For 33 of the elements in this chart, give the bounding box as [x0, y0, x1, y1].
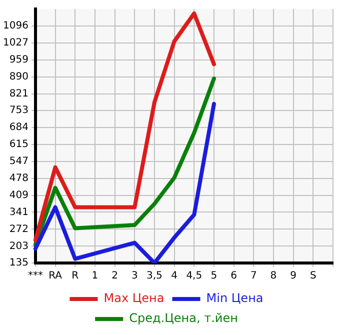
y-tick-label: 821: [9, 88, 28, 100]
x-tick-label: ***: [28, 270, 43, 282]
y-tick-label: 1096: [2, 20, 28, 32]
y-tick-label: 409: [9, 190, 28, 202]
y-tick-label: 753: [9, 105, 28, 116]
y-tick-label: 341: [9, 206, 28, 218]
legend-label: Сред.Цена, т.йен: [129, 311, 238, 326]
y-tick-label: 203: [9, 240, 28, 252]
x-tick-label: 7: [250, 270, 257, 282]
x-tick-label: 1: [92, 270, 98, 282]
y-tick-label: 959: [9, 54, 28, 66]
x-tick-label: 5: [210, 270, 218, 282]
x-tick-label: 8: [270, 270, 277, 282]
y-tick-label: 478: [9, 173, 28, 184]
y-tick-label: 890: [9, 71, 28, 82]
legend-label: Min Цена: [206, 291, 264, 306]
y-tick-label: 1027: [2, 38, 28, 49]
x-tick-label: 3: [131, 270, 138, 282]
x-tick-label: RA: [48, 270, 62, 282]
y-tick-label: 135: [9, 258, 28, 269]
y-tick-label: 547: [9, 156, 28, 167]
x-tick-label: 6: [230, 270, 238, 282]
y-tick-label: 272: [9, 224, 28, 235]
legend-label: Max Цена: [104, 291, 164, 306]
y-tick-label: 615: [9, 139, 28, 150]
x-tick-label: 3,5: [146, 270, 162, 282]
x-tick-label: 4,5: [186, 270, 202, 282]
x-tick-label: 2: [112, 270, 118, 282]
x-tick-label: 4: [171, 270, 178, 282]
x-tick-label: S: [310, 270, 316, 282]
x-tick-label: R: [72, 270, 79, 282]
x-tick-label: 9: [290, 270, 297, 282]
y-tick-label: 684: [9, 122, 28, 134]
